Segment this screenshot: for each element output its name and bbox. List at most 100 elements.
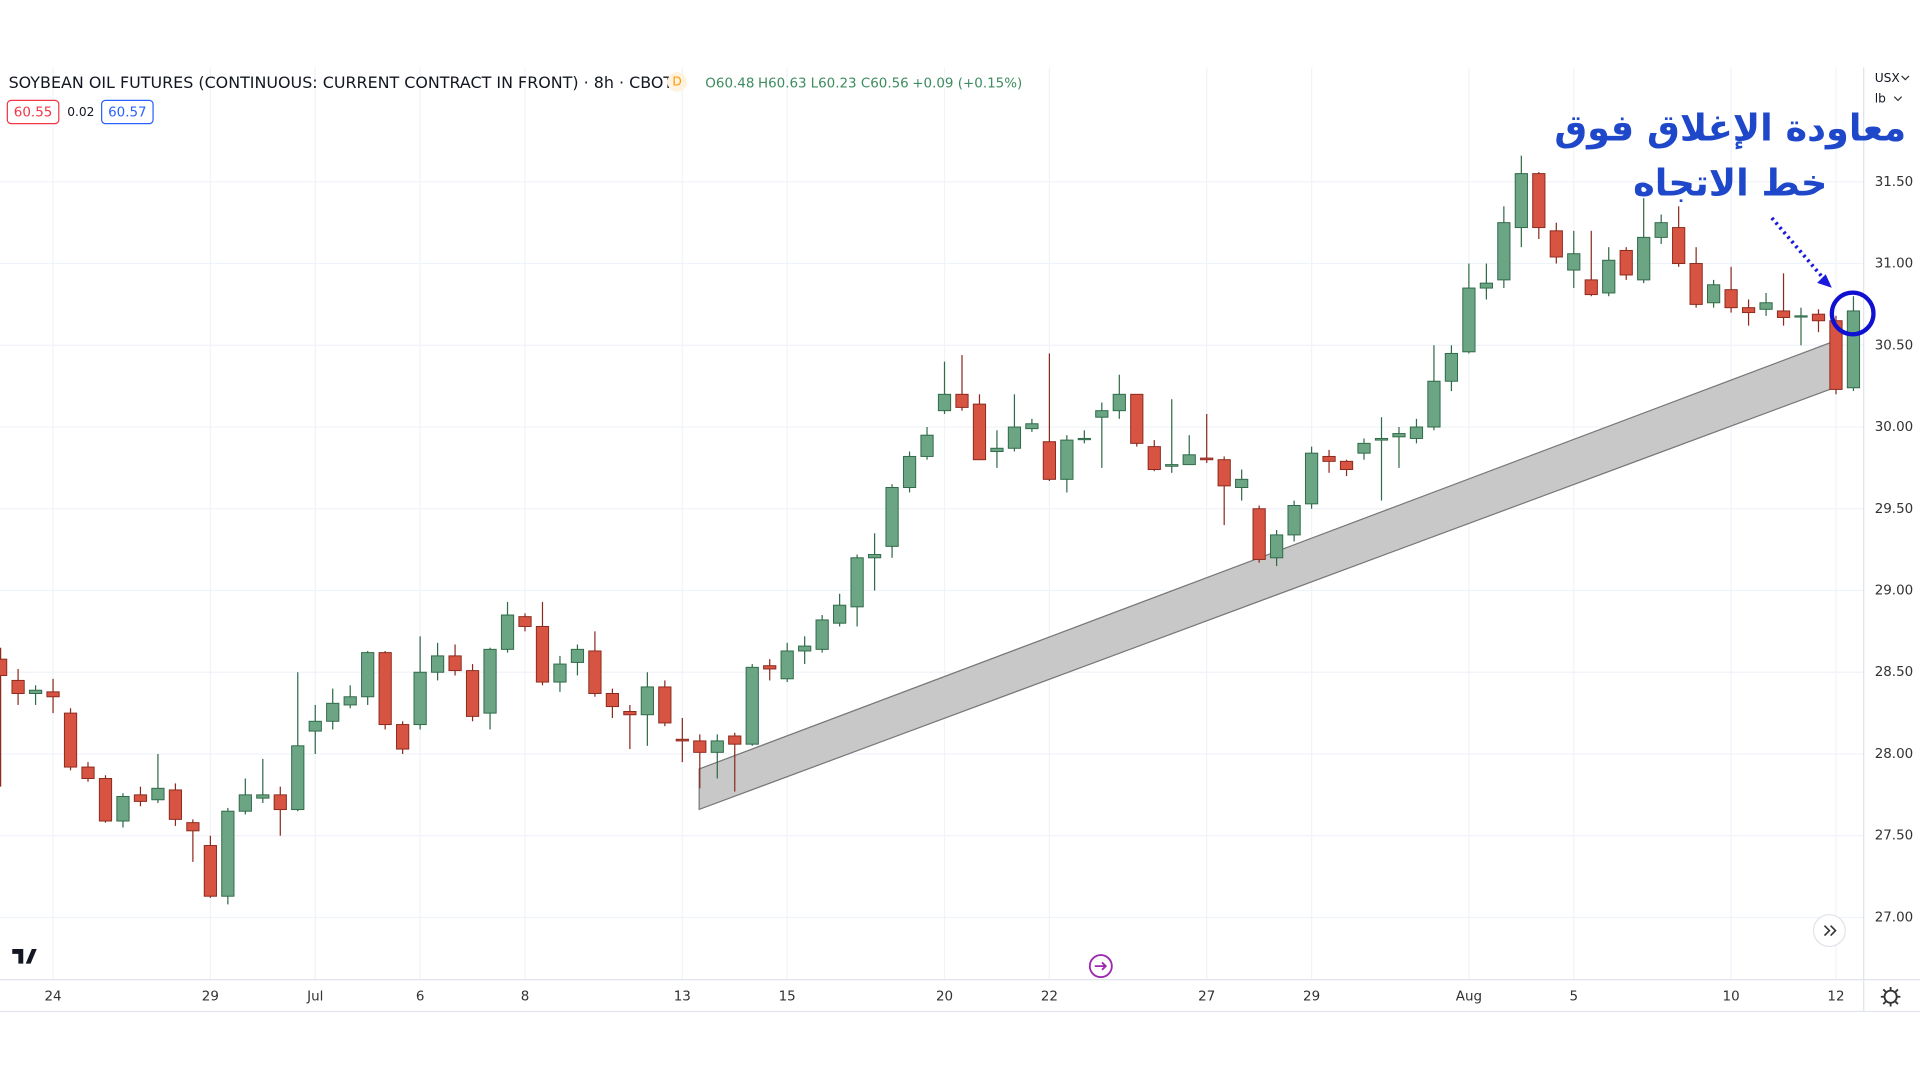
candle-body bbox=[1619, 249, 1633, 276]
arrow-head bbox=[1817, 274, 1832, 288]
candle-body bbox=[1602, 259, 1616, 294]
candle-body bbox=[1252, 508, 1266, 560]
chart-title: SOYBEAN OIL FUTURES (CONTINUOUS: CURRENT… bbox=[9, 73, 674, 92]
x-tick-label: 12 bbox=[1827, 990, 1844, 1005]
candle-body bbox=[1217, 459, 1231, 487]
candle-body bbox=[1637, 236, 1651, 281]
candle-body bbox=[972, 403, 987, 461]
candle-body bbox=[1514, 173, 1528, 229]
ohlc-open: O60.48 bbox=[705, 76, 754, 91]
ask-box[interactable] bbox=[101, 99, 154, 125]
y-tick-label: 31.00 bbox=[1875, 257, 1914, 272]
candle-body bbox=[588, 650, 602, 694]
candle-body bbox=[1007, 426, 1022, 449]
candle-body bbox=[203, 845, 217, 897]
unit[interactable]: lb bbox=[1875, 92, 1886, 106]
candle-body bbox=[815, 619, 829, 650]
candle-body bbox=[500, 614, 515, 650]
annotation-arrow bbox=[1770, 216, 1824, 278]
candle-body bbox=[1672, 227, 1686, 265]
candle-body bbox=[168, 789, 183, 820]
candle-body bbox=[658, 686, 672, 724]
candle-body bbox=[798, 645, 812, 652]
candle-body bbox=[955, 393, 969, 408]
candle-body bbox=[1549, 230, 1563, 258]
candle-body bbox=[1427, 380, 1441, 428]
badge-bg[interactable] bbox=[667, 72, 687, 92]
candle-body bbox=[745, 666, 759, 745]
candle-body bbox=[710, 740, 724, 753]
candle-body bbox=[396, 724, 410, 750]
y-tick-label: 29.50 bbox=[1875, 502, 1914, 517]
ohlc-close: C60.56 bbox=[861, 76, 909, 91]
candle-body bbox=[326, 702, 340, 722]
candle-body bbox=[291, 745, 305, 811]
annotation-line: معاودة الإغلاق فوق bbox=[1554, 106, 1906, 149]
badge[interactable]: D bbox=[672, 75, 681, 89]
annotation-line: خط الاتجاه bbox=[1633, 161, 1827, 204]
x-tick-label: 22 bbox=[1041, 990, 1058, 1005]
candle-body bbox=[1741, 307, 1756, 314]
candle-body bbox=[1409, 426, 1424, 439]
y-tick-label: 28.50 bbox=[1875, 665, 1914, 680]
candle-body bbox=[1130, 393, 1144, 444]
candle-body bbox=[1532, 173, 1546, 229]
candle-body bbox=[1829, 320, 1843, 390]
x-tick-label: Aug bbox=[1456, 990, 1482, 1005]
candle-body bbox=[151, 787, 165, 801]
ohlc-change: +0.09 (+0.15%) bbox=[912, 76, 1022, 91]
candle-body bbox=[1322, 455, 1336, 462]
scroll-icon bbox=[1823, 925, 1837, 937]
candle-body bbox=[728, 735, 742, 745]
y-tick-label: 31.50 bbox=[1875, 175, 1914, 190]
candle-body bbox=[1042, 441, 1056, 480]
candle-body bbox=[553, 663, 567, 683]
candle-body bbox=[867, 554, 882, 559]
candle-body bbox=[675, 738, 689, 742]
candle-body bbox=[1689, 263, 1703, 305]
candle-body bbox=[693, 740, 707, 753]
y-tick-label: 30.50 bbox=[1875, 338, 1914, 353]
logo[interactable] bbox=[12, 948, 37, 964]
candle-body bbox=[1339, 460, 1354, 471]
candle-body bbox=[1165, 464, 1179, 467]
candle-body bbox=[1095, 410, 1109, 418]
annotation-circle bbox=[1829, 290, 1876, 337]
ask[interactable]: 60.57 bbox=[108, 106, 147, 121]
x-tick-label: 10 bbox=[1723, 990, 1740, 1005]
candle-body bbox=[780, 650, 794, 680]
candle-body bbox=[763, 665, 777, 670]
candle-body bbox=[623, 710, 637, 716]
candle-body bbox=[1462, 287, 1476, 353]
candle-body bbox=[413, 671, 427, 726]
candle-body bbox=[1479, 282, 1493, 289]
candle-body bbox=[81, 766, 95, 779]
candle-body bbox=[1759, 302, 1773, 310]
candle-body bbox=[1200, 457, 1214, 461]
candle-body bbox=[1654, 222, 1668, 238]
candle-body bbox=[0, 658, 8, 677]
ohlc-high: H60.63 bbox=[758, 76, 807, 91]
y-tick-label: 28.00 bbox=[1875, 747, 1914, 762]
candle-body bbox=[1235, 478, 1249, 488]
candle-body bbox=[1357, 442, 1371, 454]
candle-body bbox=[1706, 284, 1721, 304]
candle-body bbox=[850, 557, 864, 608]
x-tick-label: 13 bbox=[674, 990, 691, 1005]
currency[interactable]: USX bbox=[1875, 71, 1900, 85]
x-tick-label: 8 bbox=[521, 990, 530, 1005]
candle-body bbox=[920, 434, 934, 457]
candle-body bbox=[221, 810, 235, 897]
candle-body bbox=[343, 696, 357, 706]
candle-body bbox=[46, 691, 60, 698]
candle-body bbox=[990, 447, 1004, 453]
candle-body bbox=[378, 652, 392, 726]
candle-body bbox=[937, 393, 952, 412]
bid[interactable]: 60.55 bbox=[14, 106, 53, 121]
candle-body bbox=[1794, 315, 1808, 318]
candle-body bbox=[273, 794, 287, 811]
candle-body bbox=[1444, 352, 1459, 382]
candle-body bbox=[518, 616, 532, 627]
x-tick-label: 6 bbox=[416, 990, 425, 1005]
bid-box[interactable] bbox=[6, 99, 60, 125]
